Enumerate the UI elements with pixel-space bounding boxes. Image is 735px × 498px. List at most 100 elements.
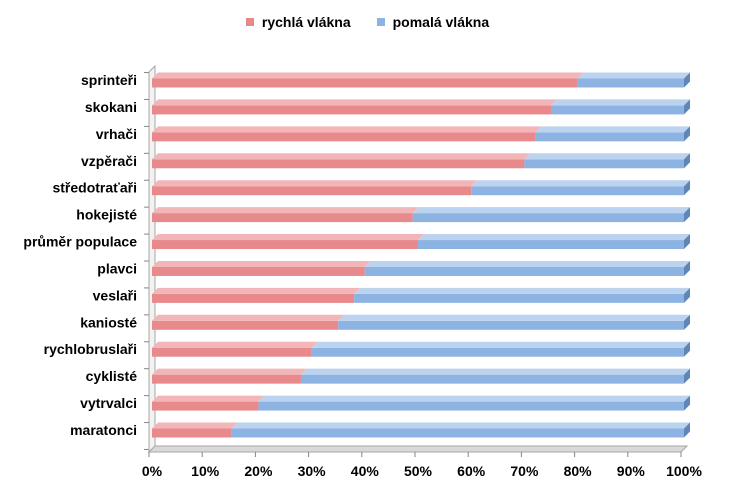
category-label-4: středotraťaři <box>52 180 137 196</box>
bar-fast-1 <box>152 105 551 115</box>
bar-top-0-5 <box>152 207 419 214</box>
bar-slow-9 <box>338 320 684 330</box>
bar-top-0-7 <box>152 260 371 267</box>
bar-top-0-13 <box>152 422 238 429</box>
bar-end-5 <box>684 207 690 223</box>
bar-top-0-4 <box>152 180 478 187</box>
bar-top-0-3 <box>152 153 531 160</box>
bar-fast-4 <box>152 186 472 196</box>
bar-end-0 <box>684 72 690 88</box>
bar-slow-5 <box>412 213 684 223</box>
category-label-8: veslaři <box>93 287 137 303</box>
bar-slow-12 <box>258 401 684 411</box>
bar-top-1-10 <box>311 341 690 348</box>
bar-end-4 <box>684 180 690 196</box>
bar-top-1-0 <box>577 72 690 79</box>
floor <box>147 445 689 453</box>
bar-slow-10 <box>311 347 684 357</box>
bar-top-0-1 <box>152 99 557 106</box>
bar-top-1-8 <box>354 287 690 294</box>
bar-end-6 <box>684 234 690 250</box>
category-label-3: vzpěrači <box>81 153 137 169</box>
category-label-6: průměr populace <box>23 234 137 250</box>
bar-top-0-8 <box>152 287 361 294</box>
bar-fast-13 <box>152 428 232 438</box>
x-tick-label-5: 50% <box>404 463 433 479</box>
legend-swatch-slow <box>376 18 385 26</box>
legend-label-fast: rychlá vlákna <box>261 14 351 30</box>
legend-item-fast: rychlá vlákna <box>245 14 351 30</box>
x-tick-label-2: 20% <box>244 463 273 479</box>
bar-slow-4 <box>471 186 684 196</box>
bar-fast-10 <box>152 347 312 357</box>
bar-fast-7 <box>152 266 365 276</box>
bar-slow-13 <box>231 428 685 438</box>
bar-top-1-1 <box>551 99 690 106</box>
category-label-11: cyklisté <box>86 368 138 384</box>
x-tick-label-0: 0% <box>142 463 163 479</box>
bar-top-0-12 <box>152 395 265 402</box>
legend-label-slow: pomalá vlákna <box>392 14 490 30</box>
x-tick-label-7: 70% <box>510 463 539 479</box>
bar-end-3 <box>684 153 690 169</box>
x-tick-label-10: 100% <box>666 463 702 479</box>
bar-fast-11 <box>152 374 301 384</box>
bar-top-0-9 <box>152 314 345 321</box>
category-label-0: sprinteři <box>81 72 137 88</box>
bar-end-12 <box>684 395 690 411</box>
bar-top-0-11 <box>152 368 307 375</box>
bar-slow-1 <box>551 105 684 115</box>
bar-fast-6 <box>152 240 418 250</box>
bar-top-1-9 <box>338 314 690 321</box>
bar-top-1-2 <box>535 126 690 133</box>
bar-fast-5 <box>152 213 413 223</box>
x-tick-label-1: 10% <box>191 463 220 479</box>
category-label-12: vytrvalci <box>80 395 137 411</box>
bar-top-1-7 <box>364 260 690 267</box>
bar-top-1-12 <box>258 395 690 402</box>
bar-end-7 <box>684 260 690 276</box>
bar-top-1-6 <box>418 234 690 241</box>
bar-end-1 <box>684 99 690 115</box>
bar-fast-3 <box>152 159 525 169</box>
bar-fast-12 <box>152 401 259 411</box>
category-label-7: plavci <box>97 260 137 276</box>
bar-top-1-3 <box>524 153 690 160</box>
bar-end-11 <box>684 368 690 384</box>
bar-end-2 <box>684 126 690 142</box>
x-tick-label-6: 60% <box>457 463 486 479</box>
legend-swatch-fast <box>245 18 254 26</box>
bar-slow-3 <box>524 159 684 169</box>
bar-top-1-4 <box>471 180 690 187</box>
bar-fast-0 <box>152 78 578 88</box>
bar-top-0-10 <box>152 341 318 348</box>
bar-slow-2 <box>535 132 684 142</box>
category-label-2: vrhači <box>96 126 137 142</box>
legend: rychlá vlákna pomalá vlákna <box>0 14 735 30</box>
category-label-5: hokejisté <box>76 207 137 223</box>
bar-top-0-0 <box>152 72 584 79</box>
bar-fast-9 <box>152 320 339 330</box>
x-tick-label-3: 30% <box>298 463 327 479</box>
category-label-13: maratonci <box>70 422 137 438</box>
side-wall <box>148 64 156 454</box>
bar-top-1-5 <box>412 207 690 214</box>
bar-slow-0 <box>577 78 684 88</box>
bar-end-9 <box>684 314 690 330</box>
bar-slow-6 <box>418 240 684 250</box>
bar-slow-8 <box>354 293 684 303</box>
bar-end-8 <box>684 287 690 303</box>
bar-slow-11 <box>300 374 684 384</box>
bar-fast-2 <box>152 132 536 142</box>
category-label-9: kaniosté <box>80 314 137 330</box>
bar-top-0-2 <box>152 126 542 133</box>
x-tick-label-4: 40% <box>351 463 380 479</box>
bar-end-10 <box>684 341 690 357</box>
category-label-10: rychlobruslaři <box>44 341 137 357</box>
legend-item-slow: pomalá vlákna <box>376 14 490 30</box>
bar-end-13 <box>684 422 690 438</box>
category-label-1: skokani <box>85 99 137 115</box>
bar-slow-7 <box>364 266 684 276</box>
